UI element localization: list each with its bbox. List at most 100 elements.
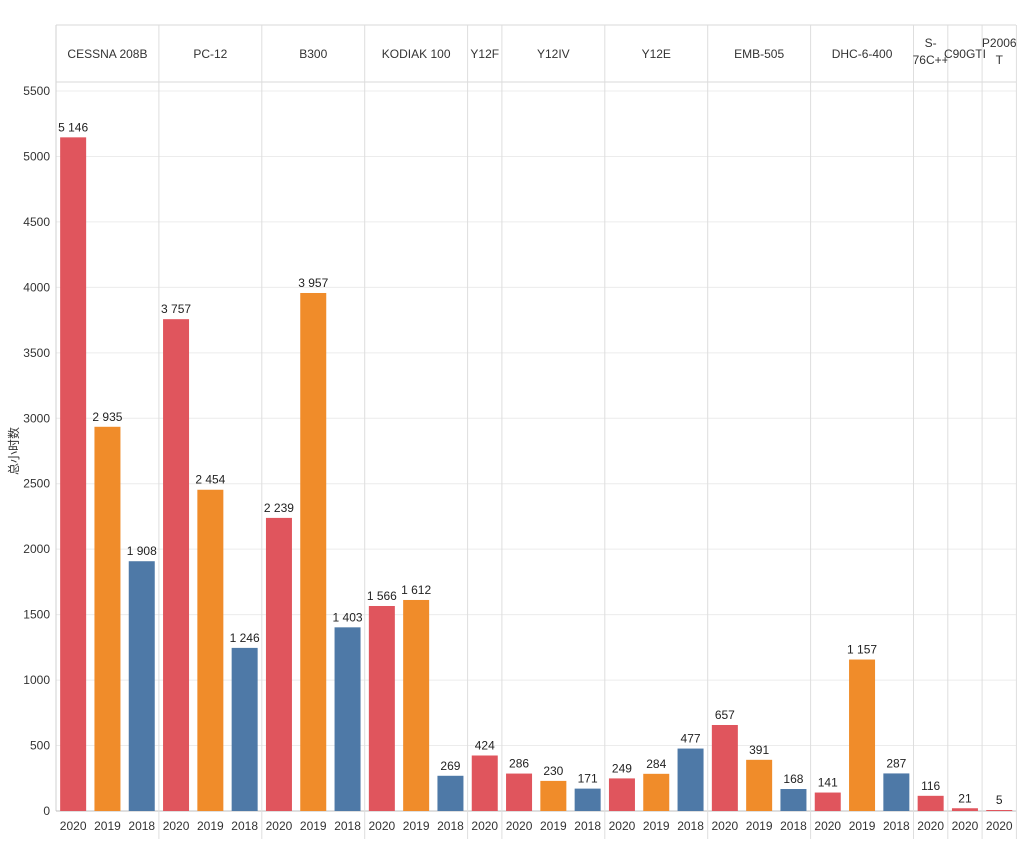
bar bbox=[677, 748, 704, 811]
y-tick-label: 1500 bbox=[23, 608, 50, 622]
x-tick-label: 2019 bbox=[540, 819, 567, 833]
x-tick-label: 2020 bbox=[471, 819, 498, 833]
x-tick-label: 2018 bbox=[677, 819, 704, 833]
bar-value-label: 2 239 bbox=[264, 501, 294, 515]
y-tick-label: 2000 bbox=[23, 542, 50, 556]
bar-value-label: 5 146 bbox=[58, 120, 88, 134]
bar-value-label: 230 bbox=[543, 764, 563, 778]
bar bbox=[574, 788, 601, 811]
bar-value-label: 1 403 bbox=[333, 610, 363, 624]
group-header-label: DHC-6-400 bbox=[832, 47, 893, 61]
bar bbox=[711, 724, 738, 811]
bar-value-label: 1 246 bbox=[230, 631, 260, 645]
y-tick-label: 5500 bbox=[23, 84, 50, 98]
x-tick-label: 2019 bbox=[643, 819, 670, 833]
bar bbox=[163, 319, 190, 811]
group-header-label: 76C++ bbox=[913, 53, 949, 67]
bar-value-label: 2 935 bbox=[92, 410, 122, 424]
x-tick-label: 2018 bbox=[780, 819, 807, 833]
bar bbox=[643, 773, 670, 811]
bar bbox=[265, 517, 292, 811]
y-tick-label: 4000 bbox=[23, 280, 50, 294]
bar-value-label: 287 bbox=[886, 756, 906, 770]
bar bbox=[368, 605, 395, 811]
group-header-label: Y12E bbox=[642, 47, 671, 61]
x-tick-label: 2020 bbox=[163, 819, 190, 833]
bar-value-label: 477 bbox=[681, 732, 701, 746]
bar bbox=[128, 561, 155, 811]
y-tick-label: 4500 bbox=[23, 215, 50, 229]
bar bbox=[334, 627, 361, 811]
x-tick-label: 2018 bbox=[334, 819, 361, 833]
bar bbox=[780, 789, 807, 811]
bar-value-label: 3 957 bbox=[298, 276, 328, 290]
bar-value-label: 1 566 bbox=[367, 589, 397, 603]
x-tick-label: 2020 bbox=[368, 819, 395, 833]
x-tick-label: 2020 bbox=[917, 819, 944, 833]
group-header-label: B300 bbox=[299, 47, 327, 61]
bar bbox=[197, 489, 224, 811]
y-tick-label: 500 bbox=[30, 739, 50, 753]
group-header-label: CESSNA 208B bbox=[67, 47, 147, 61]
bar bbox=[917, 795, 944, 811]
bar bbox=[403, 599, 430, 811]
bar-value-label: 657 bbox=[715, 708, 735, 722]
bar bbox=[883, 773, 910, 811]
bar-value-label: 269 bbox=[440, 759, 460, 773]
x-tick-label: 2020 bbox=[60, 819, 87, 833]
bar bbox=[746, 759, 773, 811]
bar bbox=[231, 647, 258, 811]
y-tick-label: 5000 bbox=[23, 149, 50, 163]
x-tick-label: 2019 bbox=[849, 819, 876, 833]
x-tick-label: 2019 bbox=[300, 819, 327, 833]
bar bbox=[986, 810, 1013, 811]
bar-value-label: 1 908 bbox=[127, 544, 157, 558]
y-tick-label: 1000 bbox=[23, 673, 50, 687]
bar bbox=[506, 773, 533, 811]
group-header-label: KODIAK 100 bbox=[382, 47, 451, 61]
x-tick-label: 2019 bbox=[403, 819, 430, 833]
bar bbox=[849, 659, 876, 811]
group-header-label: C90GTI bbox=[944, 47, 986, 61]
x-tick-label: 2019 bbox=[94, 819, 121, 833]
y-tick-label: 3000 bbox=[23, 411, 50, 425]
y-tick-label: 2500 bbox=[23, 477, 50, 491]
bar bbox=[300, 292, 327, 811]
group-header-label: P2006 bbox=[982, 36, 1017, 50]
bar-value-label: 2 454 bbox=[195, 473, 225, 487]
group-header-label: Y12F bbox=[470, 47, 499, 61]
bar-value-label: 171 bbox=[578, 772, 598, 786]
bar bbox=[94, 426, 121, 811]
bar-value-label: 286 bbox=[509, 757, 529, 771]
x-tick-label: 2020 bbox=[609, 819, 636, 833]
bar bbox=[437, 775, 464, 811]
bar-value-label: 3 757 bbox=[161, 302, 191, 316]
bar bbox=[951, 808, 978, 811]
x-tick-label: 2019 bbox=[746, 819, 773, 833]
x-tick-label: 2018 bbox=[883, 819, 910, 833]
group-header-label: S- bbox=[925, 36, 937, 50]
y-axis-label: 总小时数 bbox=[6, 427, 21, 475]
bar-value-label: 141 bbox=[818, 776, 838, 790]
bar-value-label: 1 612 bbox=[401, 583, 431, 597]
bar-value-label: 116 bbox=[921, 779, 940, 793]
group-header-label: EMB-505 bbox=[734, 47, 784, 61]
x-tick-label: 2019 bbox=[197, 819, 224, 833]
bar-value-label: 424 bbox=[475, 738, 495, 752]
group-header-label: Y12IV bbox=[537, 47, 570, 61]
group-header-label: T bbox=[996, 53, 1004, 67]
bar bbox=[471, 755, 498, 811]
bar bbox=[608, 778, 635, 811]
y-tick-label: 3500 bbox=[23, 346, 50, 360]
bar bbox=[60, 137, 87, 812]
x-tick-label: 2018 bbox=[574, 819, 601, 833]
bar-value-label: 168 bbox=[783, 772, 803, 786]
x-tick-label: 2020 bbox=[814, 819, 841, 833]
x-tick-label: 2020 bbox=[952, 819, 979, 833]
group-header-label: PC-12 bbox=[193, 47, 227, 61]
x-tick-label: 2018 bbox=[437, 819, 464, 833]
x-tick-label: 2020 bbox=[711, 819, 738, 833]
y-tick-label: 0 bbox=[43, 804, 50, 818]
